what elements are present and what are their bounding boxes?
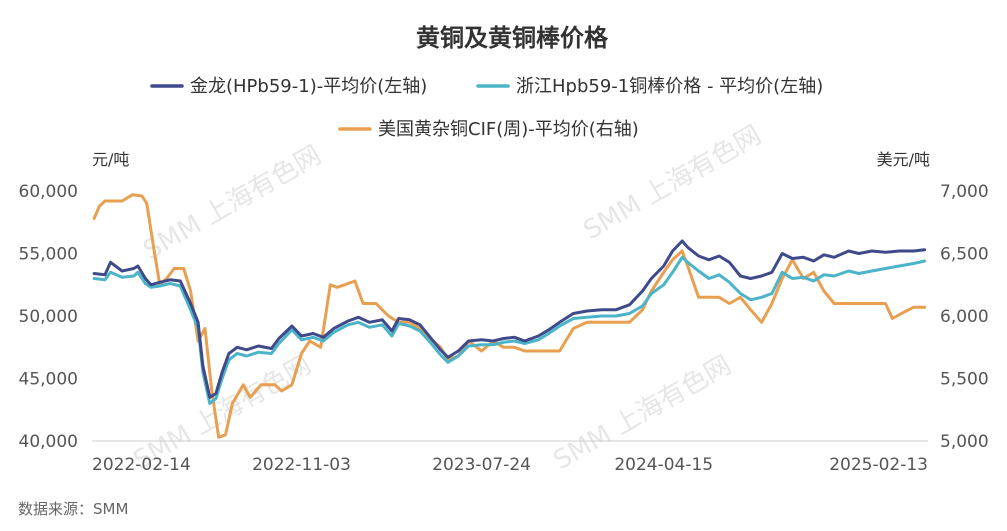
left-axis-unit: 元/吨 [92, 150, 129, 169]
series-line-jinlong [92, 239, 927, 399]
legend: 金龙(HPb59-1)-平均价(左轴) 浙江Hpb59-1铜棒价格 - 平均价(… [150, 76, 823, 140]
right-axis-unit: 美元/吨 [877, 150, 930, 169]
x-axis-ticks: 2022-02-14 2022-11-03 2023-07-24 2024-04-15… [92, 455, 928, 475]
legend-label-us-brass: 美国黄杂铜CIF(周)-平均价(右轴) [378, 119, 639, 140]
x-tick-label: 2024-04-15 [614, 455, 713, 475]
left-tick-label: 60,000 [19, 182, 78, 202]
series-line-us-brass [92, 193, 927, 439]
right-axis-ticks: 5,000 5,500 6,000 6,500 7,000 [940, 182, 989, 452]
right-tick-label: 6,000 [940, 307, 989, 327]
legend-label-zhejiang: 浙江Hpb59-1铜棒价格 - 平均价(左轴) [516, 76, 823, 97]
x-tick-label: 2023-07-24 [432, 455, 531, 475]
x-tick-label: 2022-11-03 [252, 455, 351, 475]
left-tick-label: 55,000 [19, 245, 78, 265]
x-tick-label: 2025-02-13 [829, 455, 928, 475]
legend-label-jinlong: 金龙(HPb59-1)-平均价(左轴) [190, 76, 427, 97]
series-layer [92, 193, 927, 439]
chart-title: 黄铜及黄铜棒价格 [416, 24, 609, 52]
left-tick-label: 50,000 [19, 307, 78, 327]
left-tick-label: 45,000 [19, 370, 78, 390]
right-tick-label: 7,000 [940, 182, 989, 202]
right-tick-label: 5,000 [940, 432, 989, 452]
left-axis-ticks: 40,000 45,000 50,000 55,000 60,000 [19, 182, 78, 452]
right-tick-label: 6,500 [940, 245, 989, 265]
x-tick-label: 2022-02-14 [92, 455, 191, 475]
data-source: 数据来源：SMM [18, 500, 128, 518]
left-tick-label: 40,000 [19, 432, 78, 452]
watermark-0: SMM 上海有色网 [139, 140, 327, 266]
right-tick-label: 5,500 [940, 370, 989, 390]
